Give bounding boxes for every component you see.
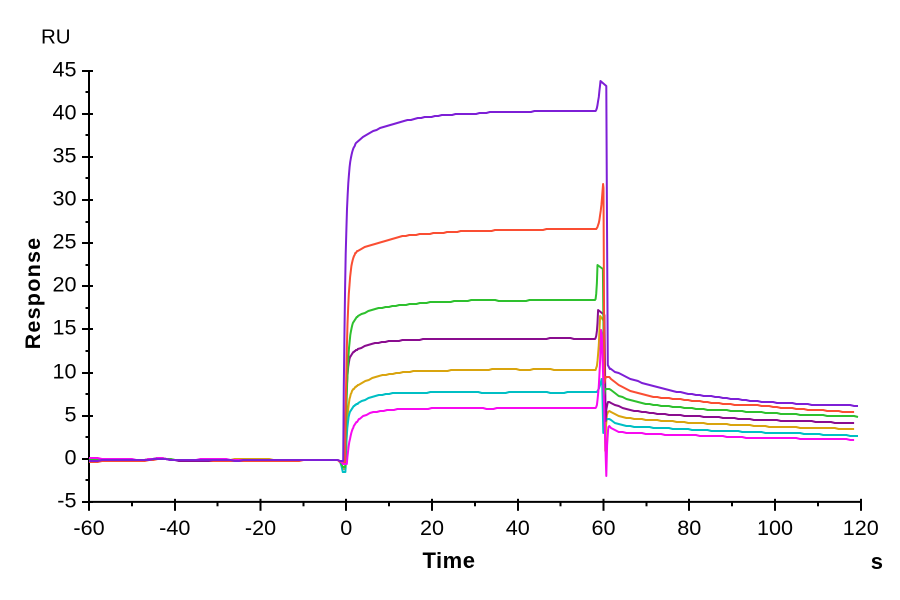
svg-text:0: 0 xyxy=(340,515,352,540)
svg-text:40: 40 xyxy=(506,515,530,540)
svg-text:40: 40 xyxy=(52,100,76,125)
svg-text:25: 25 xyxy=(52,229,76,254)
svg-text:RU: RU xyxy=(41,26,71,49)
svg-text:80: 80 xyxy=(677,515,701,540)
svg-text:10: 10 xyxy=(52,359,76,384)
svg-text:-20: -20 xyxy=(245,515,276,540)
svg-text:20: 20 xyxy=(420,515,444,540)
svg-text:-5: -5 xyxy=(57,488,76,513)
svg-text:100: 100 xyxy=(757,515,793,540)
svg-text:Time: Time xyxy=(423,548,476,573)
svg-text:-60: -60 xyxy=(73,515,104,540)
svg-text:60: 60 xyxy=(591,515,615,540)
svg-text:15: 15 xyxy=(52,315,76,340)
svg-text:35: 35 xyxy=(52,143,76,168)
svg-text:30: 30 xyxy=(52,186,76,211)
svg-text:20: 20 xyxy=(52,272,76,297)
svg-text:5: 5 xyxy=(64,402,76,427)
svg-text:Response: Response xyxy=(20,237,45,350)
svg-text:0: 0 xyxy=(64,445,76,470)
svg-text:120: 120 xyxy=(843,515,879,540)
svg-text:-40: -40 xyxy=(159,515,190,540)
svg-text:45: 45 xyxy=(52,57,76,82)
svg-text:s: s xyxy=(871,549,883,574)
